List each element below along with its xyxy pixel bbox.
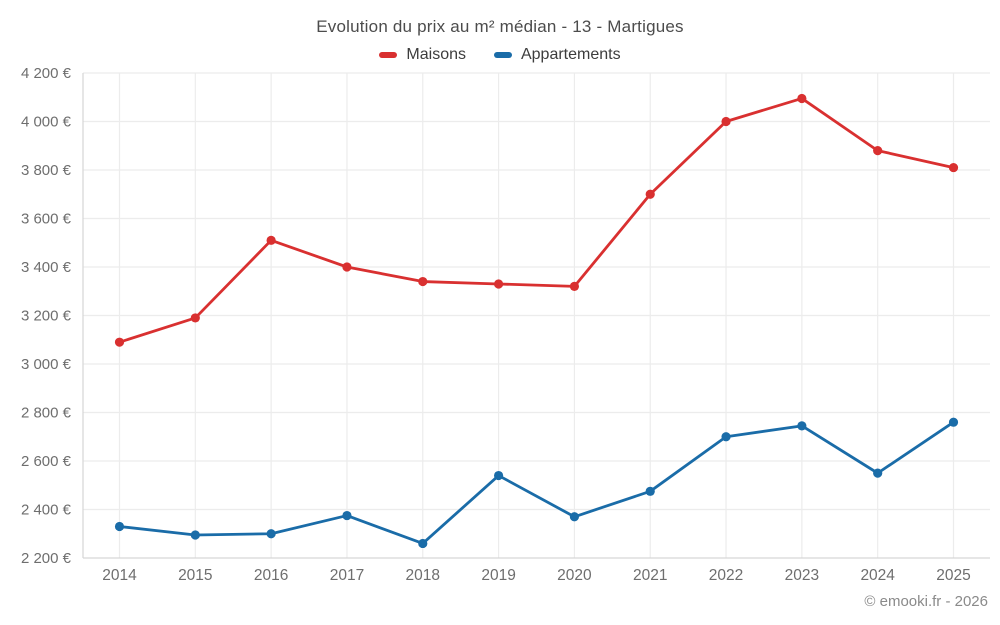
chart-legend: Maisons Appartements [0,46,1000,64]
series-line-appartements [118,420,955,545]
x-axis-tick-label: 2014 [102,567,137,584]
data-point-appartements-2015[interactable] [190,530,200,540]
x-axis-tick-label: 2023 [785,567,819,584]
x-axis-tick-label: 2021 [633,567,667,584]
y-axis-tick-label: 3 000 € [21,356,72,373]
legend-label-appartements: Appartements [520,46,621,63]
x-axis-tick-label: 2024 [860,567,895,584]
data-point-maisons-2020[interactable] [569,281,580,291]
data-point-appartements-2021[interactable] [645,486,655,496]
x-axis-tick-label: 2019 [481,567,515,584]
series-line-maisons [118,97,955,344]
y-axis-tick-label: 3 400 € [21,259,72,276]
data-point-appartements-2017[interactable] [342,510,352,521]
y-axis-tick-label: 3 800 € [21,162,72,179]
data-point-appartements-2023[interactable] [797,421,807,431]
copyright-text: © emooki.fr - 2026 [864,593,988,610]
data-point-maisons-2023[interactable] [797,93,807,104]
y-axis-tick-label: 3 600 € [21,211,72,228]
x-axis-tick-label: 2017 [330,567,364,584]
x-axis-tick-label: 2015 [178,567,212,584]
data-point-appartements-2024[interactable] [873,468,883,478]
legend-item-maisons[interactable]: Maisons [379,46,466,64]
data-point-appartements-2025[interactable] [948,417,959,427]
y-axis-tick-label: 2 800 € [21,405,72,422]
y-axis-tick-label: 2 200 € [21,550,72,567]
appartements-series-swatch-icon [493,52,512,58]
data-point-appartements-2016[interactable] [266,529,276,539]
y-axis-tick-label: 3 200 € [21,308,72,325]
x-axis-tick-label: 2020 [557,567,592,584]
y-axis-tick-label: 2 400 € [21,502,72,519]
data-point-maisons-2014[interactable] [114,337,125,347]
data-point-appartements-2020[interactable] [569,512,580,522]
data-point-appartements-2019[interactable] [493,470,504,481]
data-point-maisons-2016[interactable] [266,235,276,245]
chart-title: Evolution du prix au m² médian - 13 - Ma… [316,17,684,36]
x-axis-tick-label: 2018 [406,567,440,584]
data-point-appartements-2022[interactable] [721,432,731,442]
data-point-appartements-2018[interactable] [418,538,428,549]
x-axis-tick-label: 2025 [936,567,970,584]
y-axis-tick-label: 2 600 € [21,453,72,470]
data-point-maisons-2015[interactable] [190,313,200,323]
data-point-maisons-2025[interactable] [948,162,959,173]
data-point-maisons-2024[interactable] [873,146,883,156]
data-point-maisons-2022[interactable] [721,116,731,127]
x-axis-tick-label: 2016 [254,567,288,584]
maisons-series-swatch-icon [379,52,398,58]
data-point-maisons-2017[interactable] [342,262,352,272]
legend-label-maisons: Maisons [406,46,466,63]
x-axis-tick-label: 2022 [709,567,743,584]
data-point-appartements-2014[interactable] [114,521,125,532]
legend-item-appartements[interactable]: Appartements [493,46,621,64]
y-axis-tick-label: 4 000 € [21,114,72,131]
data-point-maisons-2019[interactable] [493,279,504,289]
y-axis-tick-label: 4 200 € [21,65,72,82]
data-point-maisons-2021[interactable] [645,189,655,199]
data-point-maisons-2018[interactable] [418,276,428,287]
